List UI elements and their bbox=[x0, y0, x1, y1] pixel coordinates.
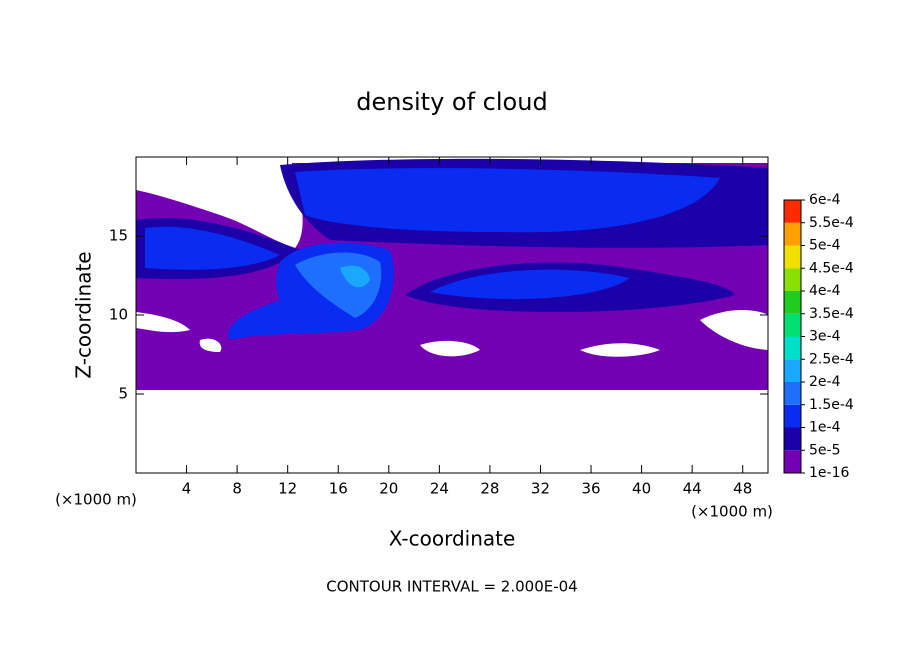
contour-region bbox=[145, 226, 280, 270]
x-tick-label: 8 bbox=[232, 480, 242, 498]
x-axis-title: X-coordinate bbox=[389, 527, 516, 551]
x-tick-label: 4 bbox=[182, 480, 192, 498]
x-tick-label: 28 bbox=[480, 480, 499, 498]
y-unit-label: (×1000 m) bbox=[55, 491, 137, 509]
contour-hole bbox=[136, 157, 303, 248]
colorbar-band bbox=[784, 200, 801, 223]
x-tick-label: 48 bbox=[733, 480, 752, 498]
x-tick-label: 32 bbox=[531, 480, 550, 498]
y-tick-label: 15 bbox=[109, 227, 128, 245]
contour-hole bbox=[136, 312, 190, 333]
colorbar-band bbox=[784, 404, 801, 428]
colorbar-label: 6e-4 bbox=[809, 192, 841, 208]
chart-title: density of cloud bbox=[356, 88, 547, 116]
colorbar-label: 4.5e-4 bbox=[809, 260, 854, 276]
x-tick-label: 20 bbox=[379, 480, 398, 498]
colorbar-band bbox=[784, 222, 801, 246]
x-unit-label: (×1000 m) bbox=[691, 503, 773, 521]
colorbar-band bbox=[784, 268, 801, 291]
y-axis-title: Z-coordinate bbox=[72, 251, 96, 378]
colorbar-band bbox=[784, 450, 801, 473]
colorbar-label: 3e-4 bbox=[809, 329, 841, 345]
colorbar-label: 1.5e-4 bbox=[809, 397, 854, 413]
colorbar-label: 1e-16 bbox=[809, 465, 849, 481]
contour-region bbox=[340, 265, 370, 288]
footnote: CONTOUR INTERVAL = 2.000E-04 bbox=[326, 578, 577, 596]
x-tick-label: 44 bbox=[683, 480, 702, 498]
colorbar-band bbox=[784, 336, 801, 360]
x-tick-label: 40 bbox=[632, 480, 651, 498]
y-tick-label: 10 bbox=[109, 306, 128, 324]
colorbar-label: 2e-4 bbox=[809, 374, 841, 390]
colorbar-band bbox=[784, 359, 801, 382]
contour-hole bbox=[199, 338, 222, 352]
colorbar-label: 5.5e-4 bbox=[809, 215, 854, 231]
y-tick-label: 5 bbox=[118, 385, 128, 403]
colorbar-label: 5e-5 bbox=[809, 442, 840, 458]
x-tick-label: 16 bbox=[329, 480, 348, 498]
contour-region bbox=[295, 168, 720, 233]
colorbar-band bbox=[784, 313, 801, 337]
colorbar-band bbox=[784, 382, 801, 405]
colorbar-frame bbox=[783, 199, 802, 474]
x-tick-label: 24 bbox=[430, 480, 449, 498]
colorbar-label: 2.5e-4 bbox=[809, 351, 854, 367]
colorbar-label: 3.5e-4 bbox=[809, 306, 854, 322]
x-tick-label: 12 bbox=[278, 480, 297, 498]
colorbar-label: 1e-4 bbox=[809, 420, 841, 436]
contour-hole bbox=[700, 310, 768, 350]
x-tick-label: 36 bbox=[581, 480, 600, 498]
contour-region bbox=[430, 269, 630, 300]
colorbar-band bbox=[784, 427, 801, 451]
contour-hole bbox=[420, 340, 480, 357]
contour-field bbox=[136, 157, 768, 390]
colorbar-band bbox=[784, 245, 801, 269]
colorbar-band bbox=[784, 291, 801, 314]
colorbar-label: 5e-4 bbox=[809, 238, 841, 254]
colorbar-label: 4e-4 bbox=[809, 283, 841, 299]
contour-hole bbox=[580, 343, 660, 357]
